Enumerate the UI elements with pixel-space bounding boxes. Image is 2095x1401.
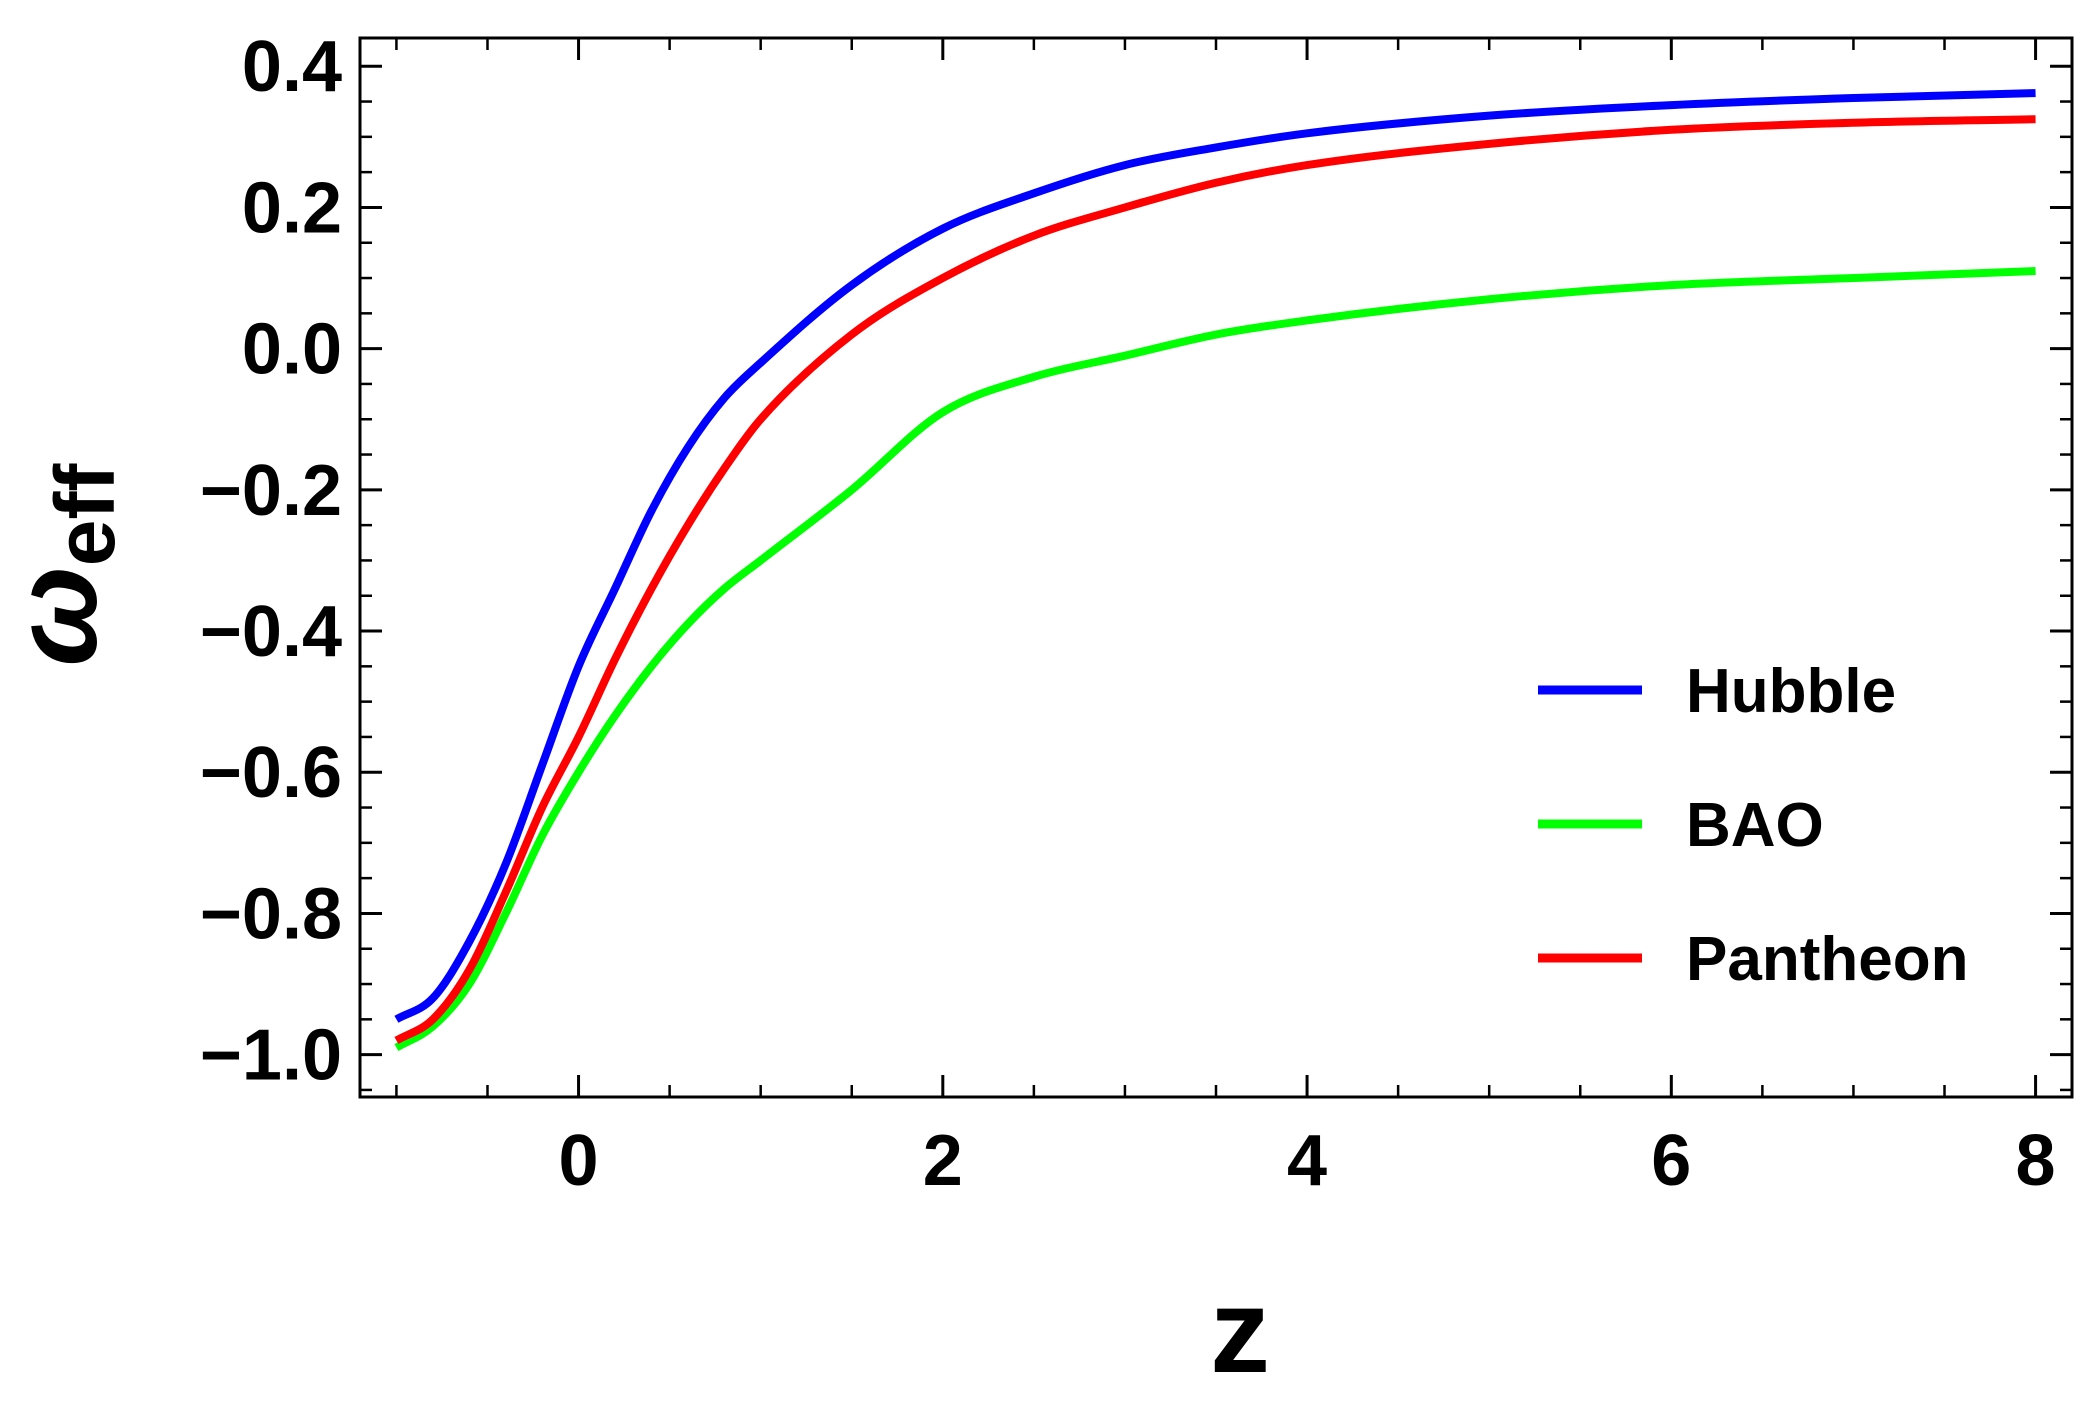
series-line-pantheon xyxy=(394,115,2036,1045)
axis-ticks xyxy=(360,38,2072,1097)
tick-labels: 0 2 4 6 8 −1.0 −0.8 −0.6 −0.4 −0.2 0.0 0.2 0.4 xyxy=(200,27,2056,1201)
y-tick-label: −1.0 xyxy=(200,1016,342,1096)
x-tick-label: 2 xyxy=(923,1121,963,1201)
y-tick-label: −0.2 xyxy=(200,451,342,531)
x-tick-label: 8 xyxy=(2016,1121,2056,1201)
y-tick-label: −0.4 xyxy=(200,592,342,672)
y-axis-title: ωeff xyxy=(0,463,132,667)
y-axis-title-sub: eff xyxy=(38,463,132,567)
y-tick-label: −0.6 xyxy=(200,733,342,813)
y-axis-title-main: ω xyxy=(0,566,122,666)
series-line-bao xyxy=(394,266,2036,1052)
legend-label-pantheon: Pantheon xyxy=(1686,925,1968,994)
y-tick-label: 0.0 xyxy=(242,310,342,390)
x-axis-title: z xyxy=(1210,1264,1270,1398)
legend-label-bao: BAO xyxy=(1686,791,1824,860)
y-tick-label: 0.2 xyxy=(242,168,342,248)
x-tick-label: 4 xyxy=(1287,1121,1327,1201)
series-lines xyxy=(394,89,2036,1052)
legend-label-hubble: Hubble xyxy=(1686,657,1896,726)
svg-text:ωeff: ωeff xyxy=(0,463,132,667)
x-tick-label: 0 xyxy=(559,1121,599,1201)
y-tick-label: −0.8 xyxy=(200,874,342,954)
series-line-hubble xyxy=(394,89,2036,1023)
legend: Hubble BAO Pantheon xyxy=(1538,657,1968,994)
x-tick-label: 6 xyxy=(1651,1121,1691,1201)
y-tick-label: 0.4 xyxy=(242,27,342,107)
